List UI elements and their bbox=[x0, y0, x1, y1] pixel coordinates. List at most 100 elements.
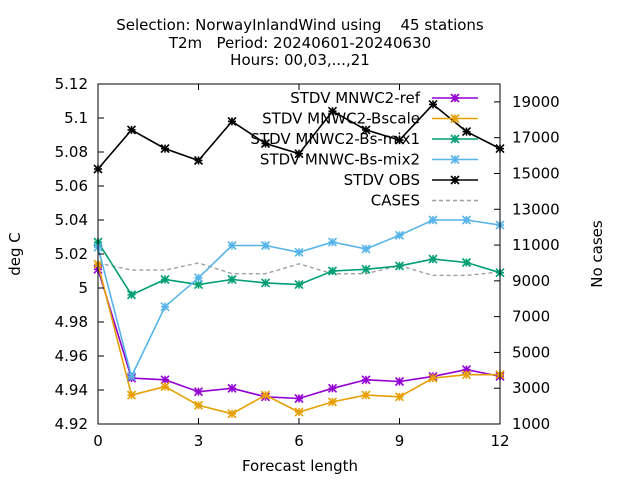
marker-stroke bbox=[428, 373, 438, 383]
marker-stroke bbox=[193, 273, 204, 283]
marker-stroke bbox=[160, 144, 170, 154]
y-tick-label: 4.98 bbox=[55, 313, 88, 331]
data-point bbox=[361, 264, 371, 274]
marker-stroke bbox=[227, 383, 237, 393]
legend-label: STDV MNWC2-ref bbox=[290, 89, 420, 107]
data-point bbox=[361, 244, 371, 254]
y2-tick-label: 7000 bbox=[512, 308, 550, 326]
y2-tick-label: 19000 bbox=[512, 93, 560, 111]
data-point bbox=[294, 393, 304, 404]
data-point bbox=[227, 116, 237, 126]
data-point bbox=[428, 215, 438, 225]
y2-axis-label: No cases bbox=[588, 220, 606, 288]
data-point bbox=[428, 373, 438, 383]
marker-stroke bbox=[327, 383, 338, 393]
data-point bbox=[394, 392, 405, 402]
data-point bbox=[227, 274, 237, 285]
data-point bbox=[294, 247, 304, 257]
legend-entry: STDV MNWC-Bs-mix2 bbox=[260, 151, 478, 169]
data-point bbox=[461, 215, 472, 225]
marker-stroke bbox=[294, 247, 304, 257]
data-point bbox=[361, 390, 371, 400]
data-point bbox=[294, 407, 304, 417]
series-line bbox=[97, 219, 501, 379]
marker-stroke bbox=[294, 149, 304, 159]
chart-title: Selection: NorwayInlandWind using 45 sta… bbox=[116, 16, 484, 69]
data-point bbox=[193, 400, 204, 410]
data-point bbox=[227, 240, 237, 251]
series-line bbox=[97, 262, 501, 277]
series-stdv-mnwc2-bs-mix1 bbox=[93, 237, 505, 300]
data-point bbox=[428, 254, 438, 264]
title-line-1: Selection: NorwayInlandWind using 45 sta… bbox=[116, 16, 484, 34]
data-point bbox=[394, 135, 405, 145]
data-point bbox=[193, 280, 204, 290]
marker-stroke bbox=[450, 113, 460, 124]
y2-tick-label: 9000 bbox=[512, 272, 550, 290]
legend-label: STDV MNWC2-Bs-mix1 bbox=[250, 130, 420, 148]
data-point bbox=[327, 266, 338, 276]
y2-tick-label: 5000 bbox=[512, 343, 550, 361]
marker-stroke bbox=[327, 397, 338, 407]
data-point bbox=[461, 127, 472, 137]
y-axis-label: deg C bbox=[6, 232, 24, 276]
marker-stroke bbox=[450, 175, 460, 185]
data-point bbox=[361, 125, 371, 135]
y-tick-label: 4.92 bbox=[55, 415, 88, 433]
legend-entry: STDV MNWC2-Bs-mix1 bbox=[250, 130, 478, 148]
marker-stroke bbox=[327, 106, 338, 116]
marker-stroke bbox=[428, 254, 438, 264]
data-point bbox=[193, 387, 204, 397]
marker-stroke bbox=[160, 382, 170, 392]
y2-tick-label: 13000 bbox=[512, 200, 560, 218]
x-tick-label: 12 bbox=[490, 432, 509, 450]
marker-stroke bbox=[450, 154, 460, 165]
y-tick-label: 5.08 bbox=[55, 143, 88, 161]
data-point bbox=[126, 125, 137, 135]
legend-label: STDV MNWC2-Bscale bbox=[262, 110, 420, 128]
title-line-2: T2m Period: 20240601-20240630 bbox=[168, 34, 431, 52]
data-point bbox=[294, 149, 304, 159]
marker-stroke bbox=[450, 93, 460, 103]
y-tick-label: 5.06 bbox=[55, 177, 88, 195]
marker-stroke bbox=[126, 125, 137, 135]
data-point bbox=[260, 138, 271, 149]
data-point bbox=[327, 106, 338, 116]
marker-stroke bbox=[227, 409, 237, 419]
marker-stroke bbox=[193, 387, 204, 397]
marker-stroke bbox=[461, 257, 472, 268]
data-point bbox=[160, 382, 170, 392]
marker-stroke bbox=[461, 127, 472, 137]
marker-stroke bbox=[227, 240, 237, 251]
marker-stroke bbox=[160, 302, 170, 312]
marker-stroke bbox=[260, 278, 271, 288]
title-line-3: Hours: 00,03,...,21 bbox=[230, 51, 370, 69]
x-tick-label: 6 bbox=[294, 432, 304, 450]
x-tick-label: 9 bbox=[395, 432, 405, 450]
marker-stroke bbox=[260, 240, 271, 251]
series-cases bbox=[97, 262, 501, 277]
legend-marker bbox=[450, 93, 460, 103]
y-tick-label: 5.02 bbox=[55, 245, 88, 263]
marker-stroke bbox=[428, 99, 438, 109]
y2-tick-label: 1000 bbox=[512, 415, 550, 433]
marker-stroke bbox=[227, 116, 237, 126]
legend-marker bbox=[450, 113, 460, 124]
marker-stroke bbox=[394, 392, 405, 402]
marker-stroke bbox=[126, 290, 137, 300]
marker-stroke bbox=[361, 390, 371, 400]
series-line bbox=[97, 269, 501, 400]
marker-stroke bbox=[126, 390, 137, 400]
marker-stroke bbox=[327, 266, 338, 276]
legend: STDV MNWC2-ref STDV MNWC2-Bscale STDV MNWC… bbox=[250, 89, 478, 210]
marker-stroke bbox=[227, 274, 237, 285]
data-point bbox=[461, 257, 472, 268]
legend-label: STDV MNWC-Bs-mix2 bbox=[260, 151, 420, 169]
marker-stroke bbox=[327, 237, 338, 247]
data-point bbox=[227, 409, 237, 419]
data-point bbox=[260, 278, 271, 288]
marker-stroke bbox=[193, 280, 204, 290]
y-tick-label: 5.1 bbox=[64, 109, 88, 127]
